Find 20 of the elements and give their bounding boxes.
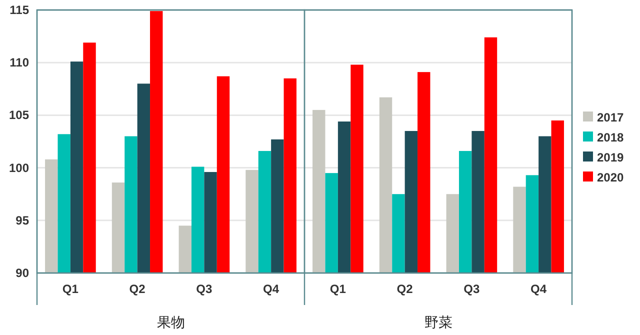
y-tick-label: 115 xyxy=(10,3,30,17)
x-tick-label: Q3 xyxy=(196,282,213,296)
text: 果物 xyxy=(156,314,185,330)
legend-label: 2018 xyxy=(597,130,624,144)
x-tick-label: Q1 xyxy=(330,282,346,296)
legend-label: 2020 xyxy=(597,170,624,184)
y-tick-label: 90 xyxy=(16,266,30,280)
x-tick-label: Q2 xyxy=(129,282,146,296)
x-tick-label: Q3 xyxy=(464,282,480,296)
legend-label: 2019 xyxy=(597,150,624,164)
x-tick-label: Q2 xyxy=(396,282,414,296)
y-tick-label: 100 xyxy=(8,160,30,175)
x-tick-label: Q4 xyxy=(263,282,280,296)
y-tick-label: 110 xyxy=(10,56,30,70)
y-tick-label: 105 xyxy=(8,108,30,122)
x-tick-label: Q4 xyxy=(530,282,547,296)
x-tick-label: Q1 xyxy=(62,282,79,296)
text: 野菜 xyxy=(424,314,452,330)
y-tick-label: 95 xyxy=(16,213,30,228)
legend-label: 2017 xyxy=(597,110,624,124)
